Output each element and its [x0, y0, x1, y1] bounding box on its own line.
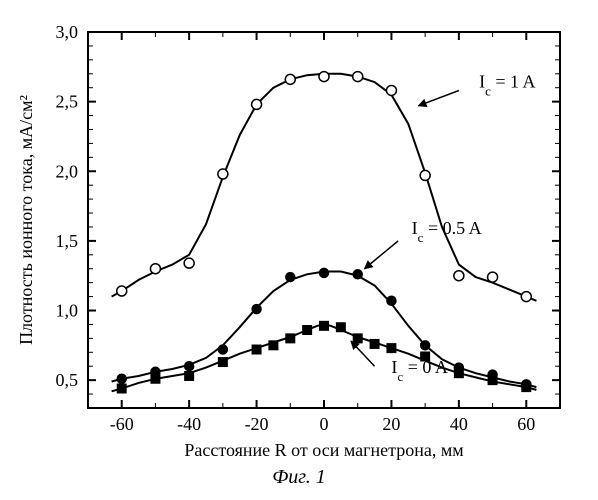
series-marker-Ic_0A	[286, 334, 295, 343]
series-line-Ic_0A	[112, 324, 537, 391]
series-marker-Ic_1A	[252, 99, 262, 109]
series-marker-Ic_0A	[488, 376, 497, 385]
y-axis-label: Плотность ионного тока, мА/см²	[16, 95, 36, 345]
series-marker-Ic_0A	[387, 344, 396, 353]
series-marker-Ic_0A	[218, 358, 227, 367]
series-marker-Ic_1A	[150, 264, 160, 274]
series-label-Ic_0_5A: Ic = 0.5 A	[412, 218, 482, 245]
y-tick-label: 1,0	[56, 301, 79, 321]
series-marker-Ic_0A	[370, 339, 379, 348]
y-tick-label: 2,0	[56, 161, 79, 181]
series-marker-Ic_1A	[521, 292, 531, 302]
x-tick-label: 0	[320, 414, 329, 434]
series-marker-Ic_0A	[303, 326, 312, 335]
series-marker-Ic_0A	[185, 371, 194, 380]
series-marker-Ic_0A	[454, 369, 463, 378]
x-tick-label: -40	[177, 414, 201, 434]
x-tick-label: 20	[382, 414, 400, 434]
y-tick-label: 0,5	[56, 370, 79, 390]
series-marker-Ic_1A	[386, 85, 396, 95]
series-marker-Ic_0_5A	[218, 345, 227, 354]
y-tick-label: 1,5	[56, 231, 79, 251]
chart-svg: -60 -40 -20 0 20 40 60 Расстояние R от оси магн…	[0, 0, 598, 500]
figure-caption: Фиг. 1	[0, 466, 598, 489]
x-tick-label: -20	[245, 414, 269, 434]
series-marker-Ic_0_5A	[117, 374, 126, 383]
series-marker-Ic_0A	[269, 341, 278, 350]
series-arrow-Ic_0_5A	[364, 241, 398, 269]
series-marker-Ic_1A	[117, 286, 127, 296]
series-marker-Ic_0_5A	[320, 268, 329, 277]
series-marker-Ic_0_5A	[286, 273, 295, 282]
series-line-Ic_1A	[112, 74, 537, 301]
series-marker-Ic_1A	[285, 74, 295, 84]
series-marker-Ic_1A	[184, 258, 194, 268]
x-tick-label: -60	[110, 414, 134, 434]
series-marker-Ic_0A	[151, 374, 160, 383]
series-label-Ic_1A: Ic = 1 A	[479, 72, 535, 99]
series-marker-Ic_1A	[488, 272, 498, 282]
series-marker-Ic_1A	[319, 72, 329, 82]
series-arrow-Ic_1A	[418, 90, 458, 105]
series-marker-Ic_1A	[353, 72, 363, 82]
x-axis-label: Расстояние R от оси магнетрона, мм	[184, 440, 463, 460]
x-tick-label: 40	[450, 414, 468, 434]
series-marker-Ic_0A	[353, 334, 362, 343]
series-marker-Ic_0_5A	[421, 341, 430, 350]
series-marker-Ic_1A	[420, 170, 430, 180]
series-marker-Ic_0A	[522, 383, 531, 392]
series-marker-Ic_1A	[454, 271, 464, 281]
series-marker-Ic_0A	[320, 321, 329, 330]
figure-container: -60 -40 -20 0 20 40 60 Расстояние R от оси магн…	[0, 0, 598, 500]
series-marker-Ic_0_5A	[387, 296, 396, 305]
series-marker-Ic_0A	[117, 384, 126, 393]
x-tick-label: 60	[517, 414, 535, 434]
series-marker-Ic_1A	[218, 169, 228, 179]
y-tick-label: 3,0	[56, 22, 79, 42]
series-marker-Ic_0_5A	[252, 305, 261, 314]
series-marker-Ic_0_5A	[185, 362, 194, 371]
series-marker-Ic_0A	[252, 345, 261, 354]
series-label-Ic_0A: Ic = 0 A	[391, 357, 447, 384]
series-marker-Ic_0A	[336, 323, 345, 332]
y-tick-label: 2,5	[56, 92, 79, 112]
series-marker-Ic_0_5A	[353, 270, 362, 279]
